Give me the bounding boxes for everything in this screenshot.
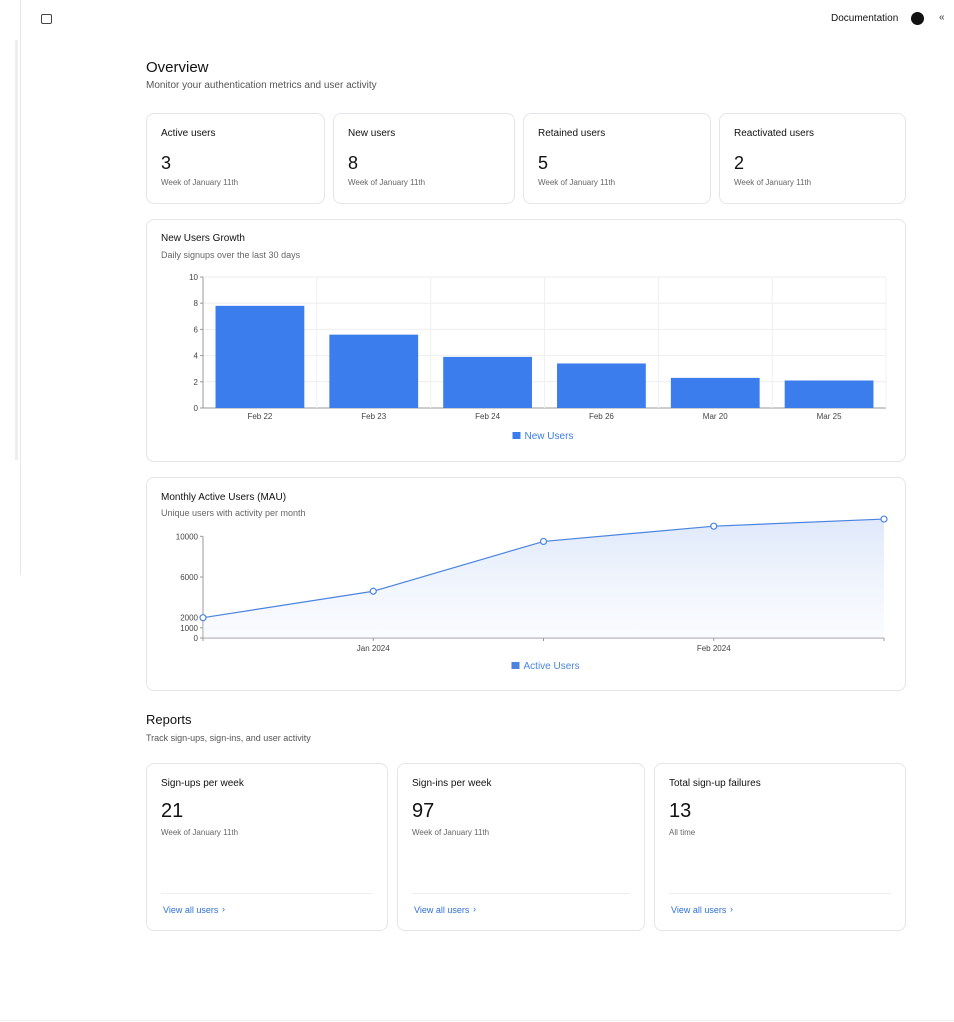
stat-note: Week of January 11th	[734, 178, 812, 187]
stat-value: 3	[161, 153, 172, 173]
legend-label: New Users	[525, 431, 574, 442]
divider	[669, 893, 891, 894]
point	[369, 587, 377, 595]
y-tick-label: 6000	[180, 573, 198, 582]
stat-label: New users	[348, 128, 396, 139]
reports-subtitle: Track sign-ups, sign-ins, and user activ…	[146, 733, 311, 743]
report-note: Week of January 11th	[161, 828, 239, 837]
y-tick-label: 10	[189, 273, 198, 282]
overview-subtitle: Monitor your authentication metrics and …	[146, 80, 377, 91]
stat-value: 2	[734, 153, 745, 173]
sidebar-toggle[interactable]	[41, 14, 52, 24]
stat-note: Week of January 11th	[538, 178, 616, 187]
area	[203, 519, 884, 638]
x-tick-label: Feb 24	[475, 412, 500, 421]
stat-label: Retained users	[538, 128, 606, 139]
scrollbar	[15, 40, 18, 460]
y-tick-label: 2000	[180, 614, 198, 623]
bar	[784, 380, 874, 408]
chart-title: New Users Growth	[161, 233, 245, 244]
point	[710, 522, 718, 530]
reports-title: Reports	[146, 712, 192, 727]
chart-subtitle: Unique users with activity per month	[161, 508, 306, 518]
stat-note: Week of January 11th	[348, 178, 426, 187]
report-card	[397, 763, 645, 931]
x-tick-label: Feb 22	[247, 412, 272, 421]
divider	[161, 893, 373, 894]
x-tick-label: Jan 2024	[357, 644, 390, 653]
point	[199, 614, 207, 622]
point	[880, 515, 888, 523]
stat-label: Reactivated users	[734, 128, 815, 139]
stat-label: Active users	[161, 128, 216, 139]
chart-subtitle: Daily signups over the last 30 days	[161, 250, 301, 260]
y-tick-label: 1000	[180, 624, 198, 633]
stat-card	[333, 113, 515, 204]
link-arrow[interactable]: ›	[222, 904, 225, 914]
report-value: 97	[412, 800, 435, 822]
stat-card	[719, 113, 906, 204]
view-link[interactable]: View all users	[414, 905, 470, 915]
stat-card	[523, 113, 711, 204]
report-value: 13	[669, 800, 692, 822]
y-tick-label: 6	[194, 325, 199, 334]
x-tick-label: Mar 25	[817, 412, 842, 421]
overview-title: Overview	[146, 59, 209, 76]
documentation-link[interactable]: Documentation	[831, 13, 899, 24]
stat-value: 5	[538, 153, 549, 173]
x-tick-label: Mar 20	[703, 412, 728, 421]
footer-border	[0, 1020, 954, 1021]
view-link[interactable]: View all users	[671, 905, 727, 915]
legend-swatch	[511, 662, 520, 669]
collapse-button[interactable]: «	[939, 12, 945, 23]
bar	[443, 356, 532, 408]
y-tick-label: 0	[194, 404, 199, 413]
stat-card	[146, 113, 325, 204]
x-tick-label: Feb 2024	[697, 644, 731, 653]
report-label: Total sign-up failures	[669, 778, 761, 789]
y-tick-label: 8	[194, 299, 199, 308]
divider	[412, 893, 630, 894]
report-card	[146, 763, 388, 931]
bar	[557, 363, 646, 408]
link-arrow[interactable]: ›	[730, 904, 733, 914]
legend-label: Active Users	[524, 661, 580, 672]
report-card	[654, 763, 906, 931]
y-tick-label: 2	[194, 378, 199, 387]
link-arrow[interactable]: ›	[473, 904, 476, 914]
report-label: Sign-ups per week	[161, 778, 244, 789]
bar	[329, 334, 419, 408]
report-note: All time	[669, 828, 696, 837]
bar	[670, 377, 760, 408]
x-tick-label: Feb 23	[361, 412, 386, 421]
avatar[interactable]	[911, 12, 924, 25]
y-tick-label: 4	[194, 352, 199, 361]
report-value: 21	[161, 800, 184, 822]
x-tick-label: Feb 26	[589, 412, 614, 421]
stat-note: Week of January 11th	[161, 178, 239, 187]
sidebar-border	[20, 0, 21, 575]
legend-swatch	[512, 432, 521, 439]
point	[539, 537, 548, 546]
view-link[interactable]: View all users	[163, 905, 219, 915]
y-tick-label: 0	[194, 634, 199, 643]
chart-title: Monthly Active Users (MAU)	[161, 492, 287, 503]
report-label: Sign-ins per week	[412, 778, 492, 789]
report-note: Week of January 11th	[412, 828, 490, 837]
y-tick-label: 10000	[176, 532, 199, 541]
bar	[215, 305, 305, 408]
stat-value: 8	[348, 153, 359, 173]
